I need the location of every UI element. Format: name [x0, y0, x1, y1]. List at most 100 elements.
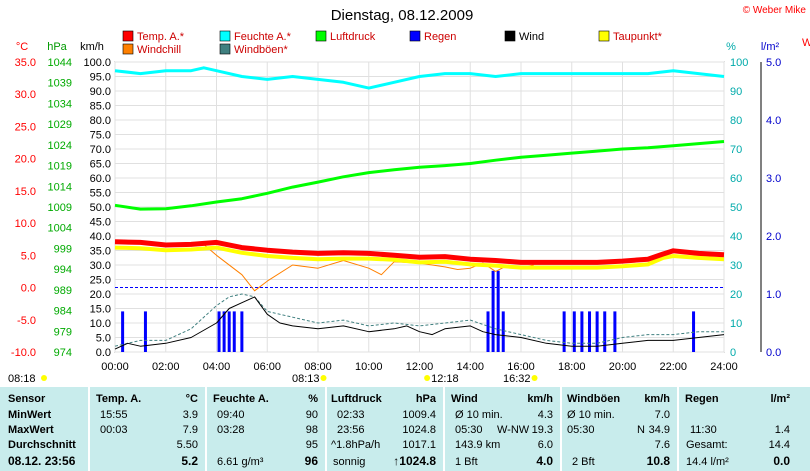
header-rain-unit: l/m²	[770, 393, 790, 405]
temp-tick-label: 25.0	[15, 121, 36, 133]
kmh-tick-label: 45.0	[90, 217, 111, 229]
max-hum-time: 03:28	[217, 424, 245, 436]
max-gust-a: 05:30	[567, 424, 595, 436]
max-wind-a: 05:30	[455, 424, 483, 436]
temp-tick-label: 5.0	[21, 250, 36, 262]
header-temp-unit: °C	[185, 393, 198, 405]
x-tick-label: 08:00	[304, 361, 332, 373]
hpa-tick-label: 1014	[48, 181, 72, 193]
legend-label: Windböen*	[234, 44, 289, 56]
header-gust-unit: km/h	[644, 393, 670, 405]
pct-tick-label: 70	[730, 144, 742, 156]
current-gust: 10.8	[646, 454, 670, 468]
pct-tick-label: 20	[730, 289, 742, 301]
x-tick-label: 12:00	[406, 361, 434, 373]
kmh-tick-label: 30.0	[90, 260, 111, 272]
x-tick-label: 04:00	[203, 361, 231, 373]
legend: Temp. A.* Feuchte A.* Luftdruck Regen Wind Ta…	[122, 30, 663, 56]
header-hum: Feuchte A.	[213, 393, 269, 405]
hpa-tick-label: 999	[54, 243, 72, 255]
current-hum: 96	[304, 454, 318, 468]
kmh-tick-label: 60.0	[90, 173, 111, 185]
hpa-tick-label: 1039	[48, 78, 72, 90]
max-wind-b: W-NW	[497, 424, 530, 436]
current-wind: 4.0	[536, 454, 553, 468]
legend-swatch	[219, 30, 231, 42]
sun-icon	[424, 375, 431, 381]
rain-tick-label: 0.0	[766, 347, 781, 359]
row-label-avg: Durchschnitt	[8, 439, 76, 451]
right-edge-label: W	[802, 37, 810, 49]
kmh-tick-label: 75.0	[90, 130, 111, 142]
header-wind: Wind	[451, 393, 478, 405]
series-line	[114, 293, 724, 347]
x-tick-label: 02:00	[152, 361, 180, 373]
kmh-tick-label: 0.0	[96, 347, 111, 359]
avg-temp-val: 5.50	[176, 439, 198, 451]
hpa-tick-label: 1044	[48, 57, 72, 69]
legend-swatch	[315, 30, 327, 42]
x-tick-label: 14:00	[456, 361, 484, 373]
legend-swatch	[122, 43, 134, 55]
min-gust-a: Ø 10 min.	[567, 409, 615, 421]
legend-label: Windchill	[137, 44, 181, 56]
avg-wind-val: 6.0	[537, 439, 553, 451]
avg-gust-val: 7.6	[654, 439, 670, 451]
x-tick-label: 18:00	[558, 361, 586, 373]
pct-tick-label: 40	[730, 231, 742, 243]
min-temp-val: 3.9	[182, 409, 198, 421]
kmh-tick-label: 25.0	[90, 275, 111, 287]
kmh-tick-label: 85.0	[90, 101, 111, 113]
series-group	[114, 66, 725, 352]
max-gust-val: 34.9	[648, 424, 670, 436]
kmh-tick-label: 50.0	[90, 202, 111, 214]
rain-tick-label: 3.0	[766, 173, 781, 185]
legend-label: Taupunkt*	[613, 31, 663, 43]
avg-pres-time: ^1.8hPa/h	[331, 439, 381, 451]
pct-tick-label: 100	[730, 57, 748, 69]
legend-swatch	[504, 30, 516, 42]
temp-tick-label: 30.0	[15, 89, 36, 101]
temp-tick-label: -10.0	[11, 347, 36, 359]
kmh-tick-label: 10.0	[90, 318, 111, 330]
pct-tick-label: 50	[730, 202, 742, 214]
x-tick-label: 20:00	[609, 361, 637, 373]
temp-tick-label: 35.0	[15, 57, 36, 69]
min-pres-time: 02:33	[337, 409, 365, 421]
rain-tick-label: 2.0	[766, 231, 781, 243]
avg-rain-a: Gesamt:	[686, 439, 728, 451]
rain-bar	[240, 311, 244, 352]
avg-hum-val: 95	[305, 439, 318, 451]
divider	[443, 387, 445, 471]
hpa-tick-label: 974	[54, 347, 72, 359]
header-temp: Temp. A.	[96, 393, 142, 405]
divider	[88, 387, 90, 471]
min-pres-val: 1009.4	[402, 409, 436, 421]
current-pres-extra: sonnig	[333, 456, 366, 468]
x-tick-label: 22:00	[659, 361, 687, 373]
hpa-tick-label: 989	[54, 285, 72, 297]
avg-wind-a: 143.9 km	[455, 439, 501, 451]
divider	[560, 387, 562, 471]
rain-bar	[692, 311, 696, 352]
kmh-tick-label: 40.0	[90, 231, 111, 243]
pct-tick-label: 90	[730, 86, 742, 98]
sun-icon	[531, 375, 538, 381]
kmh-tick-label: 5.0	[96, 333, 111, 345]
sun-icon	[320, 375, 327, 381]
hpa-tick-label: 1034	[48, 98, 72, 110]
time-label: 08:18	[8, 373, 36, 385]
current-rain: 0.0	[773, 454, 790, 468]
hpa-tick-label: 979	[54, 326, 72, 338]
rain-bar	[491, 270, 495, 352]
legend-swatch	[219, 43, 231, 55]
series-line	[203, 244, 534, 292]
legend-label: Regen	[424, 31, 456, 43]
x-tick-label: 16:00	[507, 361, 535, 373]
max-temp-time: 00:03	[100, 424, 128, 436]
pct-unit-label: %	[726, 41, 736, 53]
min-hum-val: 90	[305, 409, 318, 421]
max-rain-val: 1.4	[774, 424, 790, 436]
rain-unit-label: l/m²	[761, 41, 780, 53]
legend-label: Temp. A.*	[137, 31, 185, 43]
